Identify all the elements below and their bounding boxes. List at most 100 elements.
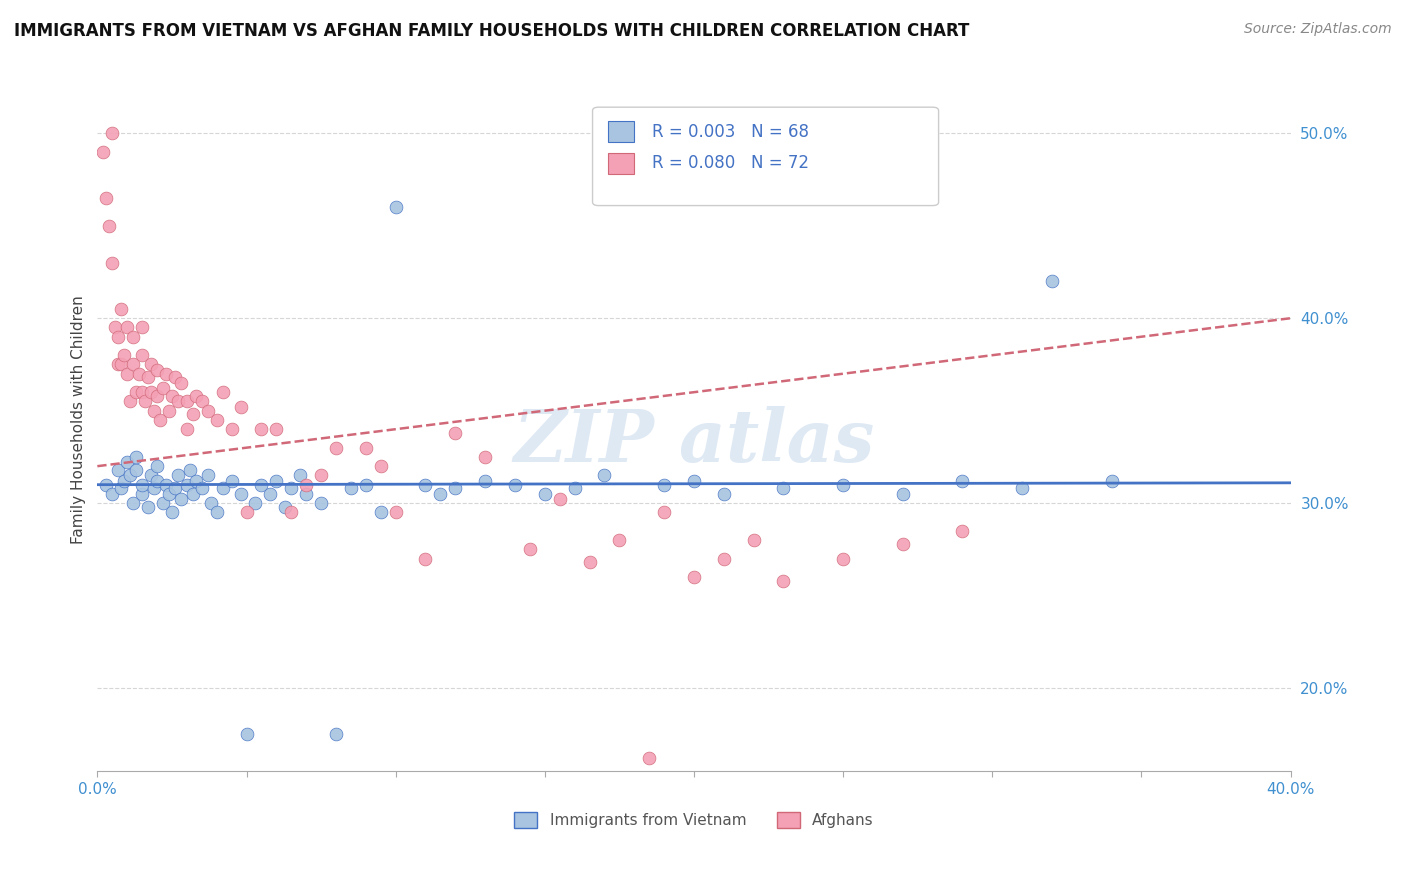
Point (309, 496, 332, 510)
Point (832, 551, 855, 566)
Point (179, 463, 201, 477)
Text: R = 0.003   N = 68: R = 0.003 N = 68 (652, 123, 810, 141)
Point (384, 200, 406, 214)
Point (101, 256, 124, 270)
Point (146, 459, 169, 474)
Point (474, 450, 496, 464)
Point (325, 727, 347, 741)
Point (190, 394, 212, 409)
Point (259, 487, 281, 501)
Point (139, 468, 162, 483)
Point (139, 385, 162, 400)
Point (280, 505, 302, 519)
Point (952, 474, 974, 488)
FancyBboxPatch shape (592, 107, 939, 205)
Point (325, 441, 347, 455)
Point (221, 474, 243, 488)
Point (415, 477, 437, 491)
Point (235, 727, 257, 741)
Point (176, 477, 198, 491)
Point (295, 487, 318, 501)
Point (101, 126, 124, 140)
Point (1011, 482, 1033, 496)
FancyBboxPatch shape (607, 153, 634, 174)
Point (125, 385, 148, 400)
Point (1101, 474, 1123, 488)
Point (115, 455, 138, 469)
Point (564, 482, 586, 496)
Point (143, 403, 166, 417)
Point (112, 474, 135, 488)
Point (221, 422, 243, 436)
Point (683, 570, 706, 584)
Point (235, 505, 257, 519)
Point (832, 477, 855, 491)
Point (340, 482, 363, 496)
Point (548, 492, 571, 507)
Point (266, 474, 288, 488)
Y-axis label: Family Households with Children: Family Households with Children (72, 295, 86, 544)
Point (112, 348, 135, 362)
Point (638, 751, 661, 765)
Point (155, 367, 177, 381)
Point (91, 145, 114, 159)
Point (120, 468, 142, 483)
Point (176, 394, 198, 409)
Text: IMMIGRANTS FROM VIETNAM VS AFGHAN FAMILY HOUSEHOLDS WITH CHILDREN CORRELATION CH: IMMIGRANTS FROM VIETNAM VS AFGHAN FAMILY… (14, 22, 969, 40)
Point (229, 400, 252, 414)
Point (190, 482, 212, 496)
Point (211, 482, 233, 496)
Point (176, 422, 198, 436)
Point (110, 482, 132, 496)
Point (280, 482, 302, 496)
Point (104, 320, 127, 334)
Point (245, 496, 267, 510)
Point (163, 482, 186, 496)
Point (370, 459, 392, 474)
Point (146, 363, 169, 377)
Point (96, 477, 118, 491)
Point (122, 329, 145, 343)
Point (205, 413, 228, 427)
Point (519, 542, 541, 557)
Point (167, 394, 190, 409)
Point (184, 474, 207, 488)
Text: ZIP atlas: ZIP atlas (513, 406, 875, 476)
Point (742, 533, 765, 548)
Point (107, 463, 129, 477)
Point (152, 382, 174, 396)
Point (110, 358, 132, 372)
Point (295, 477, 318, 491)
Point (122, 496, 145, 510)
Point (229, 487, 252, 501)
Point (309, 468, 332, 483)
Point (120, 394, 142, 409)
Point (250, 477, 273, 491)
Point (184, 389, 207, 403)
Point (415, 551, 437, 566)
Point (160, 505, 183, 519)
Point (157, 403, 180, 417)
Point (101, 487, 124, 501)
Point (160, 389, 183, 403)
Point (131, 477, 153, 491)
Point (891, 537, 914, 551)
Point (170, 376, 193, 390)
Point (713, 487, 735, 501)
Point (683, 474, 706, 488)
Point (429, 487, 451, 501)
Point (593, 468, 616, 483)
Text: Source: ZipAtlas.com: Source: ZipAtlas.com (1244, 22, 1392, 37)
Point (131, 348, 153, 362)
Point (652, 477, 675, 491)
Point (266, 422, 288, 436)
Point (136, 500, 159, 514)
Point (197, 468, 219, 483)
Point (609, 533, 631, 548)
Point (139, 358, 162, 372)
Point (152, 496, 174, 510)
Point (96, 191, 118, 205)
Point (146, 474, 169, 488)
Point (131, 487, 153, 501)
Point (290, 468, 312, 483)
